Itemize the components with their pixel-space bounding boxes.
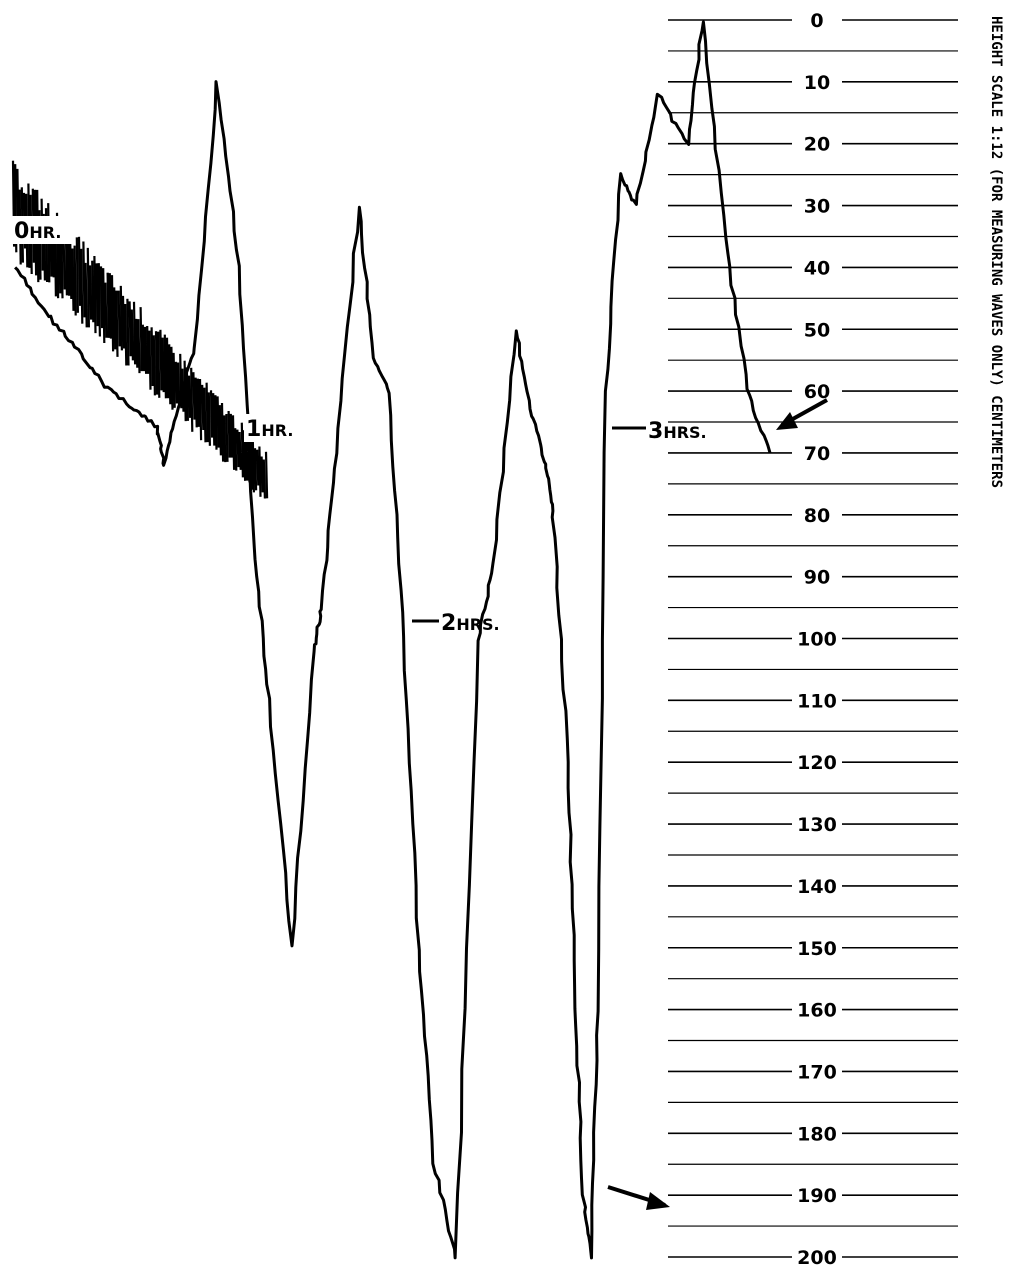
y-tick-label: 120 bbox=[797, 752, 837, 774]
tick-label-background bbox=[792, 1121, 842, 1146]
tick-label-background bbox=[792, 379, 842, 404]
tick-label-background bbox=[792, 440, 842, 465]
time-marker-background bbox=[244, 414, 306, 442]
tick-label-background bbox=[792, 69, 842, 94]
y-tick-label: 180 bbox=[797, 1123, 837, 1145]
height-scale-title: HEIGHT SCALE 1:12 (FOR MEASURING WAVES O… bbox=[988, 16, 1004, 488]
time-marker-label: 3HRS. bbox=[648, 419, 707, 444]
time-marker-background bbox=[12, 216, 74, 244]
y-tick-label: 110 bbox=[797, 690, 837, 712]
y-tick-label: 50 bbox=[804, 319, 830, 341]
y-tick-label: 130 bbox=[797, 814, 837, 836]
tick-label-background bbox=[792, 997, 842, 1022]
y-tick-label: 0 bbox=[810, 10, 823, 32]
y-tick-label: 150 bbox=[797, 938, 837, 960]
y-tick-label: 200 bbox=[797, 1247, 837, 1269]
arrow-marker-high bbox=[776, 398, 828, 430]
tick-label-background bbox=[792, 626, 842, 651]
y-tick-label: 100 bbox=[797, 629, 837, 651]
tick-label-background bbox=[792, 750, 842, 775]
y-tick-label: 30 bbox=[804, 196, 830, 218]
tick-label-background bbox=[792, 688, 842, 713]
tick-label-background bbox=[792, 1245, 842, 1269]
trace-noise-band bbox=[11, 160, 269, 499]
y-tick-label: 80 bbox=[804, 505, 830, 527]
tick-label-background bbox=[792, 502, 842, 527]
y-tick-label: 40 bbox=[804, 257, 830, 279]
tick-label-background bbox=[792, 1059, 842, 1084]
y-tick-label: 190 bbox=[797, 1185, 837, 1207]
height-scale-ticks: 0 10 20 30 40 50 60 70 80 90 100 110 120 130 140 150 160… bbox=[792, 8, 842, 1269]
arrow-marker-low bbox=[607, 1185, 670, 1210]
y-tick-label: 170 bbox=[797, 1061, 837, 1083]
time-marker-label: 0HR. bbox=[14, 219, 61, 244]
tick-label-background bbox=[792, 255, 842, 280]
y-tick-label: 70 bbox=[804, 443, 830, 465]
y-tick-label: 90 bbox=[804, 567, 830, 589]
y-tick-label: 20 bbox=[804, 134, 830, 156]
tick-label-background bbox=[792, 564, 842, 589]
noise-strokes bbox=[11, 160, 269, 499]
tick-label-background bbox=[792, 935, 842, 960]
tick-label-background bbox=[792, 1183, 842, 1208]
tick-label-background bbox=[792, 8, 842, 32]
y-tick-label: 60 bbox=[804, 381, 830, 403]
wave-trace-line bbox=[14, 20, 772, 1260]
time-marker-label: 1HR. bbox=[246, 417, 293, 442]
y-tick-label: 10 bbox=[804, 72, 830, 94]
time-marker-label: 2HRS. bbox=[441, 611, 500, 636]
tick-label-background bbox=[792, 873, 842, 898]
y-tick-label: 140 bbox=[797, 876, 837, 898]
y-tick-label: 160 bbox=[797, 1000, 837, 1022]
tick-label-background bbox=[792, 193, 842, 218]
tick-label-background bbox=[792, 812, 842, 837]
tick-label-background bbox=[792, 317, 842, 342]
time-markers: 0HR. 1HR. 2HRS. 3HRS. bbox=[12, 216, 707, 636]
tick-label-background bbox=[792, 131, 842, 156]
